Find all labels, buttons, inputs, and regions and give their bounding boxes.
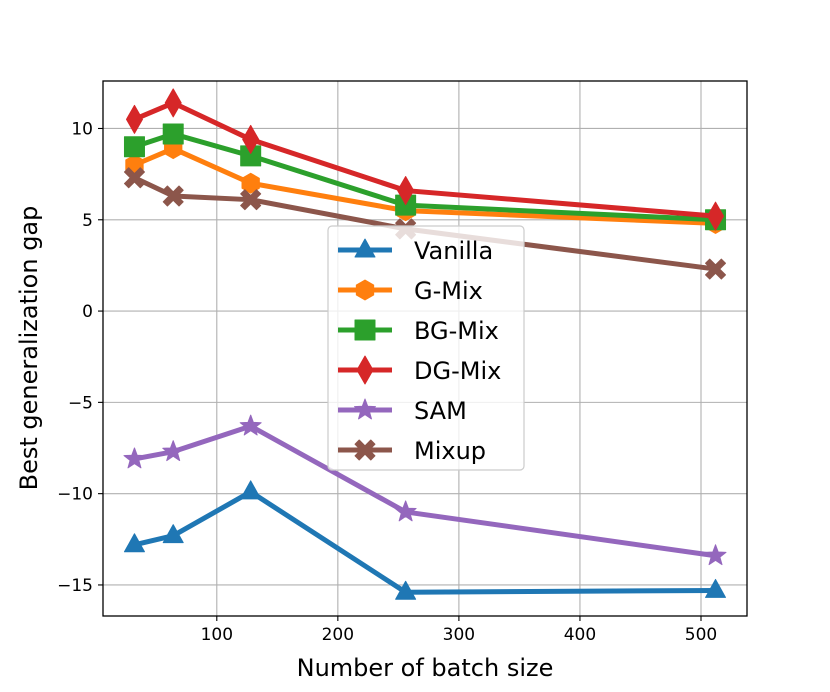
legend-item: SAM: [338, 397, 467, 425]
data-point: [162, 440, 185, 462]
y-tick-label: −15: [57, 576, 93, 596]
legend-marker: [354, 398, 376, 420]
data-point: [123, 533, 145, 553]
legend-marker: [355, 279, 375, 301]
data-point: [162, 123, 184, 145]
data-point: [707, 201, 725, 231]
ticks: 100 200 300 400 500 −15 −10 −5 0 5 10: [57, 119, 717, 645]
y-tick-label: −10: [57, 485, 93, 505]
data-point: [242, 124, 260, 154]
data-point: [397, 176, 415, 206]
data-point: [123, 136, 145, 158]
series-vanilla: [123, 480, 727, 600]
x-tick-label: 200: [322, 625, 354, 645]
legend-label: DG-Mix: [414, 357, 501, 385]
data-point: [240, 189, 262, 211]
legend-marker: [354, 319, 376, 341]
legend-marker: [356, 355, 374, 385]
data-point: [162, 524, 184, 544]
legend-item: DG-Mix: [338, 355, 501, 385]
y-tick-label: 5: [82, 211, 93, 231]
y-tick-label: 10: [71, 119, 93, 139]
legend-label: Vanilla: [414, 237, 493, 265]
x-axis-label: Number of batch size: [297, 654, 554, 682]
data-point: [705, 258, 727, 280]
series-g-mix: [125, 138, 725, 234]
series-sam: [123, 414, 727, 566]
data-point: [704, 544, 727, 566]
data-point: [394, 500, 417, 522]
legend-item: BG-Mix: [338, 317, 499, 345]
y-tick-label: −5: [68, 393, 93, 413]
data-point: [705, 578, 727, 598]
plot-frame: [102, 80, 748, 617]
legend-item: Vanilla: [338, 237, 493, 265]
legend: Vanilla G-Mix BG-Mix DG-Mix SAM Mixup: [327, 225, 525, 471]
data-point: [162, 185, 184, 207]
legend-marker: [354, 439, 376, 461]
data-point: [395, 580, 417, 600]
legend-marker: [354, 238, 376, 258]
x-tick-label: 400: [564, 625, 596, 645]
legend-item: Mixup: [338, 437, 486, 465]
y-axis-label: Best generalization gap: [15, 206, 43, 491]
series-bg-mix: [123, 123, 727, 231]
data-point: [123, 447, 146, 469]
data-point: [241, 172, 260, 194]
y-tick-label: 0: [82, 302, 93, 322]
x-tick-label: 500: [685, 625, 717, 645]
series-dg-mix: [125, 88, 725, 231]
legend-label: BG-Mix: [414, 317, 499, 345]
legend-label: SAM: [414, 397, 467, 425]
x-tick-label: 100: [201, 625, 233, 645]
data-point: [240, 480, 262, 500]
data-point: [123, 167, 145, 189]
legend-label: G-Mix: [414, 277, 483, 305]
x-tick-label: 300: [443, 625, 475, 645]
data-point: [164, 88, 182, 118]
legend-item: G-Mix: [338, 277, 483, 305]
data-point: [125, 104, 143, 134]
series-line: [131, 146, 719, 226]
legend-label: Mixup: [414, 437, 486, 465]
data-point: [239, 414, 262, 436]
